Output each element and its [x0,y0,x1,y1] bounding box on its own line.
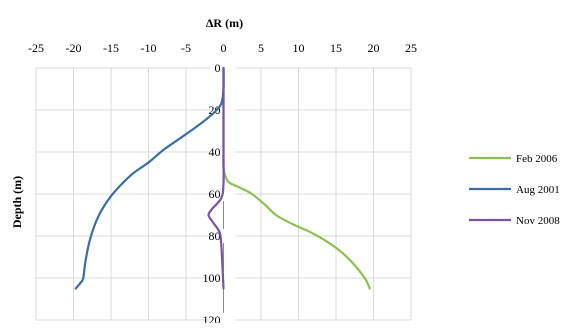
series-line-feb-2006 [223,68,370,289]
y-tick-label: 100 [203,271,221,285]
y-tick-label: 120 [203,313,221,323]
legend-label-aug-2001: Aug 2001 [516,184,560,196]
y-axis-title: Depth (m) [10,176,24,228]
x-tick-label: -20 [66,41,82,55]
x-tick-label: 20 [368,41,380,55]
x-tick-label: 5 [258,41,264,55]
x-tick-label: -5 [181,41,191,55]
x-tick-label: 25 [405,41,417,55]
legend-label-feb-2006: Feb 2006 [516,153,558,165]
x-tick-label: 10 [293,41,305,55]
series-lines [76,68,370,289]
x-tick-label: -25 [28,41,44,55]
y-tick-label: 0 [215,61,221,75]
y-tick-label: 60 [209,187,221,201]
legend-label-nov-2008: Nov 2008 [516,215,560,227]
legend: Feb 2006 Aug 2001 Nov 2008 [469,153,560,227]
y-tick-label: 40 [209,145,221,159]
x-tick-label: 15 [330,41,342,55]
series-line-aug-2001 [76,68,224,289]
x-tick-label: 0 [221,41,227,55]
x-axis-title: ΔR (m) [206,16,243,30]
x-tick-label: -10 [141,41,157,55]
x-tick-label: -15 [103,41,119,55]
